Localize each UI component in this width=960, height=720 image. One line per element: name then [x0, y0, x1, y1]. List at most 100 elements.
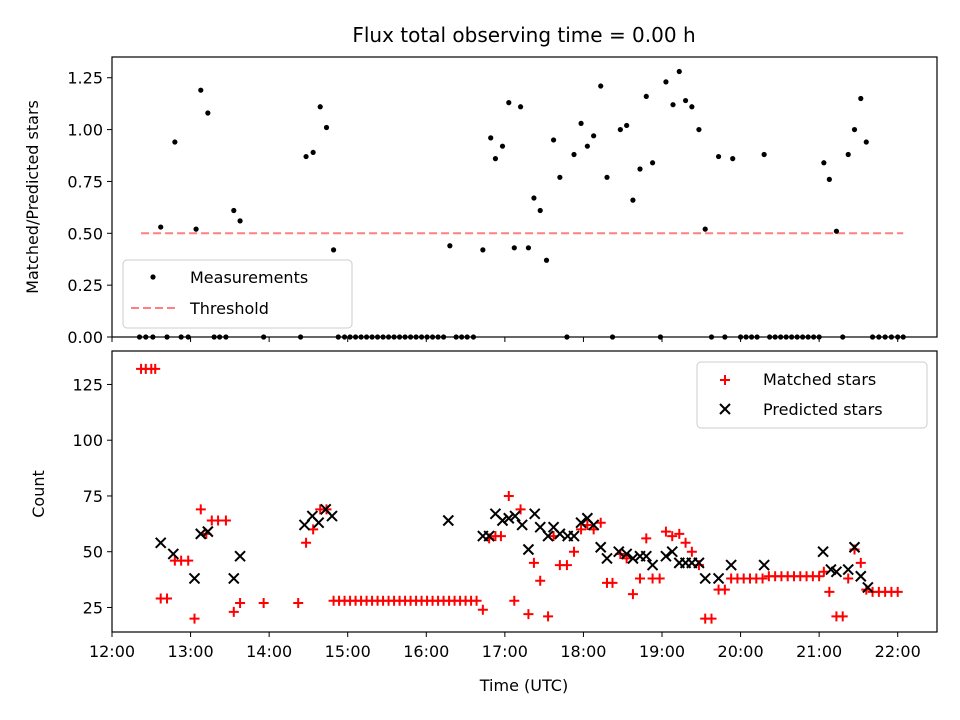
measurement-point	[488, 135, 494, 141]
legend-threshold-label: Threshold	[189, 299, 269, 318]
predicted-star-point	[693, 557, 705, 569]
measurement-point	[543, 257, 550, 263]
predicted-star-point	[522, 543, 535, 556]
matched-star-point	[595, 517, 606, 528]
matched-star-point	[843, 573, 854, 584]
predicted-star-point	[666, 546, 678, 558]
measurement-point	[571, 151, 577, 158]
matched-star-point	[892, 586, 903, 597]
measurement-point	[826, 176, 832, 182]
measurement-point	[310, 149, 316, 156]
measurement-point	[663, 79, 669, 85]
matched-star-point	[607, 577, 618, 588]
matched-star-point	[660, 526, 671, 537]
bottom-x-tick-label: 13:00	[168, 642, 214, 661]
measurement-point	[649, 160, 656, 166]
matched-star-point	[641, 533, 652, 544]
matched-star-point	[561, 560, 572, 571]
predicted-star-point	[568, 530, 580, 542]
matched-star-point	[471, 595, 482, 606]
measurement-point	[617, 126, 623, 133]
predicted-star-point	[483, 530, 495, 542]
measurement-point	[550, 137, 557, 143]
measurement-point	[863, 139, 869, 145]
predicted-star-point	[326, 510, 338, 522]
top-y-tick-label: 1.25	[67, 69, 103, 88]
predicted-star-point	[534, 521, 546, 533]
predicted-star-point	[516, 519, 528, 531]
measurement-point	[205, 110, 211, 116]
measurement-point	[506, 100, 512, 106]
predicted-star-point	[575, 517, 587, 529]
measurement-point	[630, 197, 636, 203]
measurement-point	[198, 87, 204, 93]
legend-measurements-marker	[150, 274, 156, 280]
matched-star-point	[258, 598, 269, 609]
bottom-x-tick-label: 20:00	[718, 642, 764, 661]
matched-star-point	[477, 604, 488, 615]
matched-star-point	[837, 611, 848, 622]
predicted-star-point	[640, 550, 652, 562]
top-y-tick-label: 0.00	[67, 328, 103, 347]
predicted-star-point	[595, 541, 607, 553]
measurement-point	[670, 102, 676, 108]
top-axis-ticks: 0.00 0.25 0.50 0.75 1.00 1.25	[67, 69, 899, 347]
measurement-point	[676, 68, 682, 75]
measurement-point	[480, 247, 486, 253]
predicted-star-point	[660, 550, 672, 562]
predicted-star-point	[817, 546, 829, 558]
measurement-point	[578, 120, 584, 126]
measurement-point	[761, 151, 767, 158]
matched-star-point	[686, 546, 697, 557]
predicted-star-point	[554, 528, 566, 540]
predicted-star-point	[848, 541, 861, 553]
predicted-star-point	[195, 528, 207, 540]
matched-star-point	[162, 593, 172, 604]
matched-star-point	[523, 609, 534, 620]
chart-title: Flux total observing time = 0.00 h	[352, 23, 695, 47]
measurement-point	[525, 245, 532, 251]
predicted-star-point	[862, 581, 874, 594]
measurement-point	[833, 228, 840, 234]
predicted-star-point	[312, 517, 325, 529]
matched-star-point	[195, 504, 206, 515]
measurement-point	[447, 243, 453, 249]
predicted-star-point	[188, 572, 201, 585]
bottom-x-tick-label: 14:00	[246, 642, 292, 661]
top-y-tick-label: 0.75	[67, 172, 103, 191]
matched-star-point	[667, 531, 678, 542]
matched-star-point	[220, 515, 231, 526]
measurement-point	[715, 153, 722, 160]
legend-measurements-label: Measurements	[190, 268, 308, 287]
matched-star-point	[228, 606, 239, 617]
predicted-star-point	[627, 552, 639, 565]
measurement-point	[696, 126, 702, 133]
measurement-point	[730, 156, 736, 162]
top-y-tick-label: 0.50	[67, 224, 103, 243]
bottom-y-tick-label: 25	[83, 598, 103, 617]
measurement-point	[330, 247, 337, 253]
measurement-point	[231, 207, 237, 214]
measurement-point	[604, 174, 610, 180]
measurement-point	[517, 104, 524, 110]
legend-matched-marker	[720, 375, 730, 385]
measurement-point	[858, 95, 864, 102]
measurement-point	[637, 166, 643, 172]
measurement-point	[303, 153, 309, 160]
predicted-star-point	[155, 537, 167, 549]
measurement-point	[323, 124, 330, 131]
bottom-panel: 12:00 13:00 14:00 15:00 16:00 17:00 18:00 19:00…	[29, 350, 938, 695]
top-legend-box	[122, 259, 353, 329]
legend-predicted-label: Predicted stars	[763, 400, 883, 419]
matched-star-point	[569, 546, 579, 557]
measurement-points	[136, 68, 906, 340]
matched-star-point	[301, 537, 312, 548]
measurement-point	[598, 83, 604, 89]
matched-star-point	[183, 555, 194, 566]
predicted-star-point	[503, 512, 515, 524]
matched-star-point	[576, 524, 587, 535]
measurement-point	[557, 174, 563, 180]
top-y-axis-label: Matched/Predicted stars	[23, 100, 42, 294]
predicted-star-point	[442, 514, 454, 527]
